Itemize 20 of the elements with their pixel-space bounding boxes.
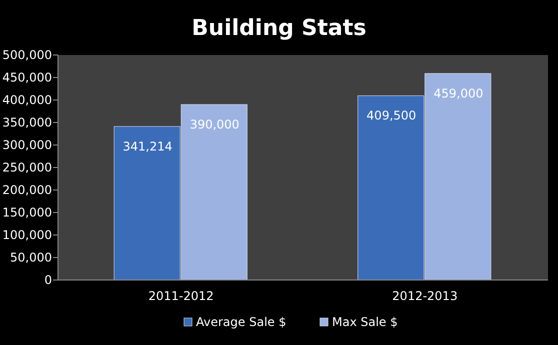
text: 459,000 [434, 86, 484, 100]
legend-label: Average Sale $ [196, 315, 286, 329]
y-tick-label: 50,000 [10, 250, 52, 265]
x-tick-label: 2011-2012 [148, 289, 214, 303]
y-tick-label: 450,000 [2, 70, 52, 85]
text: 341,214 [122, 139, 172, 154]
y-tick-label: 400,000 [2, 93, 52, 108]
y-tick-label: 250,000 [2, 160, 52, 175]
legend-label: Max Sale $ [332, 315, 398, 329]
y-tick-label: 200,000 [2, 183, 52, 198]
x-tick-label: 2012-2013 [392, 289, 458, 303]
y-tick-label: 150,000 [2, 206, 52, 220]
y-tick-label: 100,000 [2, 228, 52, 242]
y-tick-label: 300,000 [2, 138, 52, 152]
chart-title: Building Stats [192, 16, 366, 41]
y-tick-label: 500,000 [2, 48, 52, 62]
text: 390,000 [190, 118, 240, 132]
y-tick-label: 350,000 [2, 116, 52, 130]
text: 409,500 [366, 108, 416, 123]
y-tick-label: 0 [44, 273, 52, 288]
